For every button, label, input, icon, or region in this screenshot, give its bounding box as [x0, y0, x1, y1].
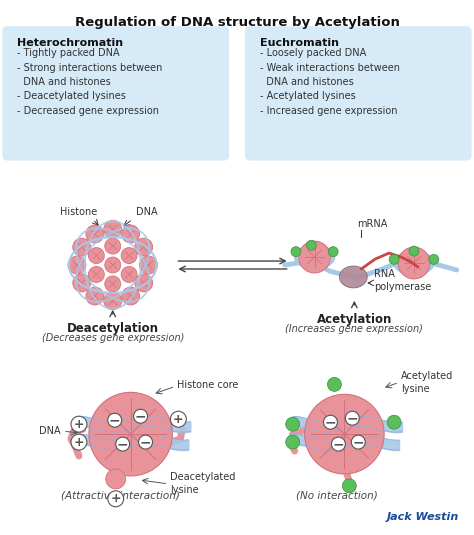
Text: −: −	[325, 415, 336, 429]
Circle shape	[73, 274, 91, 292]
Circle shape	[108, 491, 124, 507]
Text: +: +	[173, 412, 183, 426]
Circle shape	[286, 417, 300, 431]
FancyBboxPatch shape	[2, 26, 229, 160]
Circle shape	[139, 256, 157, 274]
Circle shape	[328, 247, 338, 257]
Text: Euchromatin: Euchromatin	[260, 38, 339, 48]
Text: (Attractive interaction): (Attractive interaction)	[61, 491, 180, 501]
Text: (Increases gene expression): (Increases gene expression)	[285, 324, 423, 334]
Ellipse shape	[339, 266, 367, 288]
Text: +: +	[110, 492, 121, 505]
Circle shape	[71, 416, 87, 432]
Text: RNA
polymerase: RNA polymerase	[374, 270, 431, 292]
Text: −: −	[135, 409, 146, 423]
Text: Heterochromatin: Heterochromatin	[17, 38, 123, 48]
Circle shape	[86, 225, 104, 243]
Circle shape	[305, 394, 384, 474]
Text: (No interaction): (No interaction)	[295, 491, 377, 501]
Text: −: −	[333, 437, 344, 451]
Circle shape	[104, 220, 122, 238]
Circle shape	[73, 238, 91, 256]
Circle shape	[135, 274, 153, 292]
Circle shape	[105, 238, 121, 254]
Circle shape	[328, 377, 341, 392]
Circle shape	[138, 435, 153, 449]
Circle shape	[306, 240, 316, 250]
Circle shape	[122, 287, 139, 305]
Text: Regulation of DNA structure by Acetylation: Regulation of DNA structure by Acetylati…	[74, 16, 400, 29]
Circle shape	[104, 292, 122, 310]
Circle shape	[122, 225, 139, 243]
Text: DNA: DNA	[136, 207, 157, 217]
Circle shape	[105, 257, 121, 273]
Text: Deacetylation: Deacetylation	[67, 322, 159, 335]
Text: Acetylated
lysine: Acetylated lysine	[401, 371, 453, 394]
Text: −: −	[140, 435, 151, 449]
Text: Acetylation: Acetylation	[317, 313, 392, 326]
Circle shape	[68, 256, 86, 274]
Text: −: −	[109, 413, 120, 427]
Circle shape	[429, 254, 439, 264]
Circle shape	[108, 413, 122, 427]
Circle shape	[71, 434, 87, 450]
Circle shape	[86, 287, 104, 305]
Circle shape	[134, 409, 147, 423]
Circle shape	[116, 437, 129, 451]
Circle shape	[346, 411, 359, 425]
Circle shape	[342, 479, 356, 493]
Circle shape	[135, 238, 153, 256]
Text: (Decreases gene expression): (Decreases gene expression)	[42, 333, 184, 342]
Circle shape	[106, 469, 126, 489]
Circle shape	[89, 392, 173, 476]
Circle shape	[323, 415, 337, 429]
Circle shape	[286, 435, 300, 449]
Text: −: −	[346, 411, 358, 425]
Circle shape	[299, 241, 330, 273]
Circle shape	[351, 435, 365, 449]
Text: mRNA: mRNA	[357, 219, 388, 229]
Text: Deacetylated
lysine: Deacetylated lysine	[170, 472, 236, 495]
Text: - Tightly packed DNA
- Strong interactions between
  DNA and histones
- Deacetyl: - Tightly packed DNA - Strong interactio…	[17, 48, 163, 116]
Circle shape	[387, 415, 401, 429]
Text: Jack Westin: Jack Westin	[386, 511, 459, 522]
Text: −: −	[353, 435, 364, 449]
Circle shape	[331, 437, 346, 451]
Text: −: −	[117, 437, 128, 451]
Text: DNA: DNA	[39, 426, 61, 436]
Circle shape	[89, 266, 104, 282]
Circle shape	[121, 248, 137, 264]
Circle shape	[105, 276, 121, 292]
Text: Histone core: Histone core	[177, 380, 239, 391]
Circle shape	[170, 411, 186, 427]
FancyBboxPatch shape	[245, 26, 472, 160]
Text: +: +	[73, 435, 84, 448]
Circle shape	[389, 254, 399, 264]
Text: - Loosely packed DNA
- Weak interactions between
  DNA and histones
- Acetylated: - Loosely packed DNA - Weak interactions…	[260, 48, 400, 116]
Circle shape	[398, 247, 430, 279]
Circle shape	[291, 247, 301, 257]
Text: +: +	[73, 418, 84, 431]
Circle shape	[89, 248, 104, 264]
Circle shape	[121, 266, 137, 282]
Circle shape	[409, 246, 419, 256]
Text: Histone: Histone	[60, 207, 98, 217]
